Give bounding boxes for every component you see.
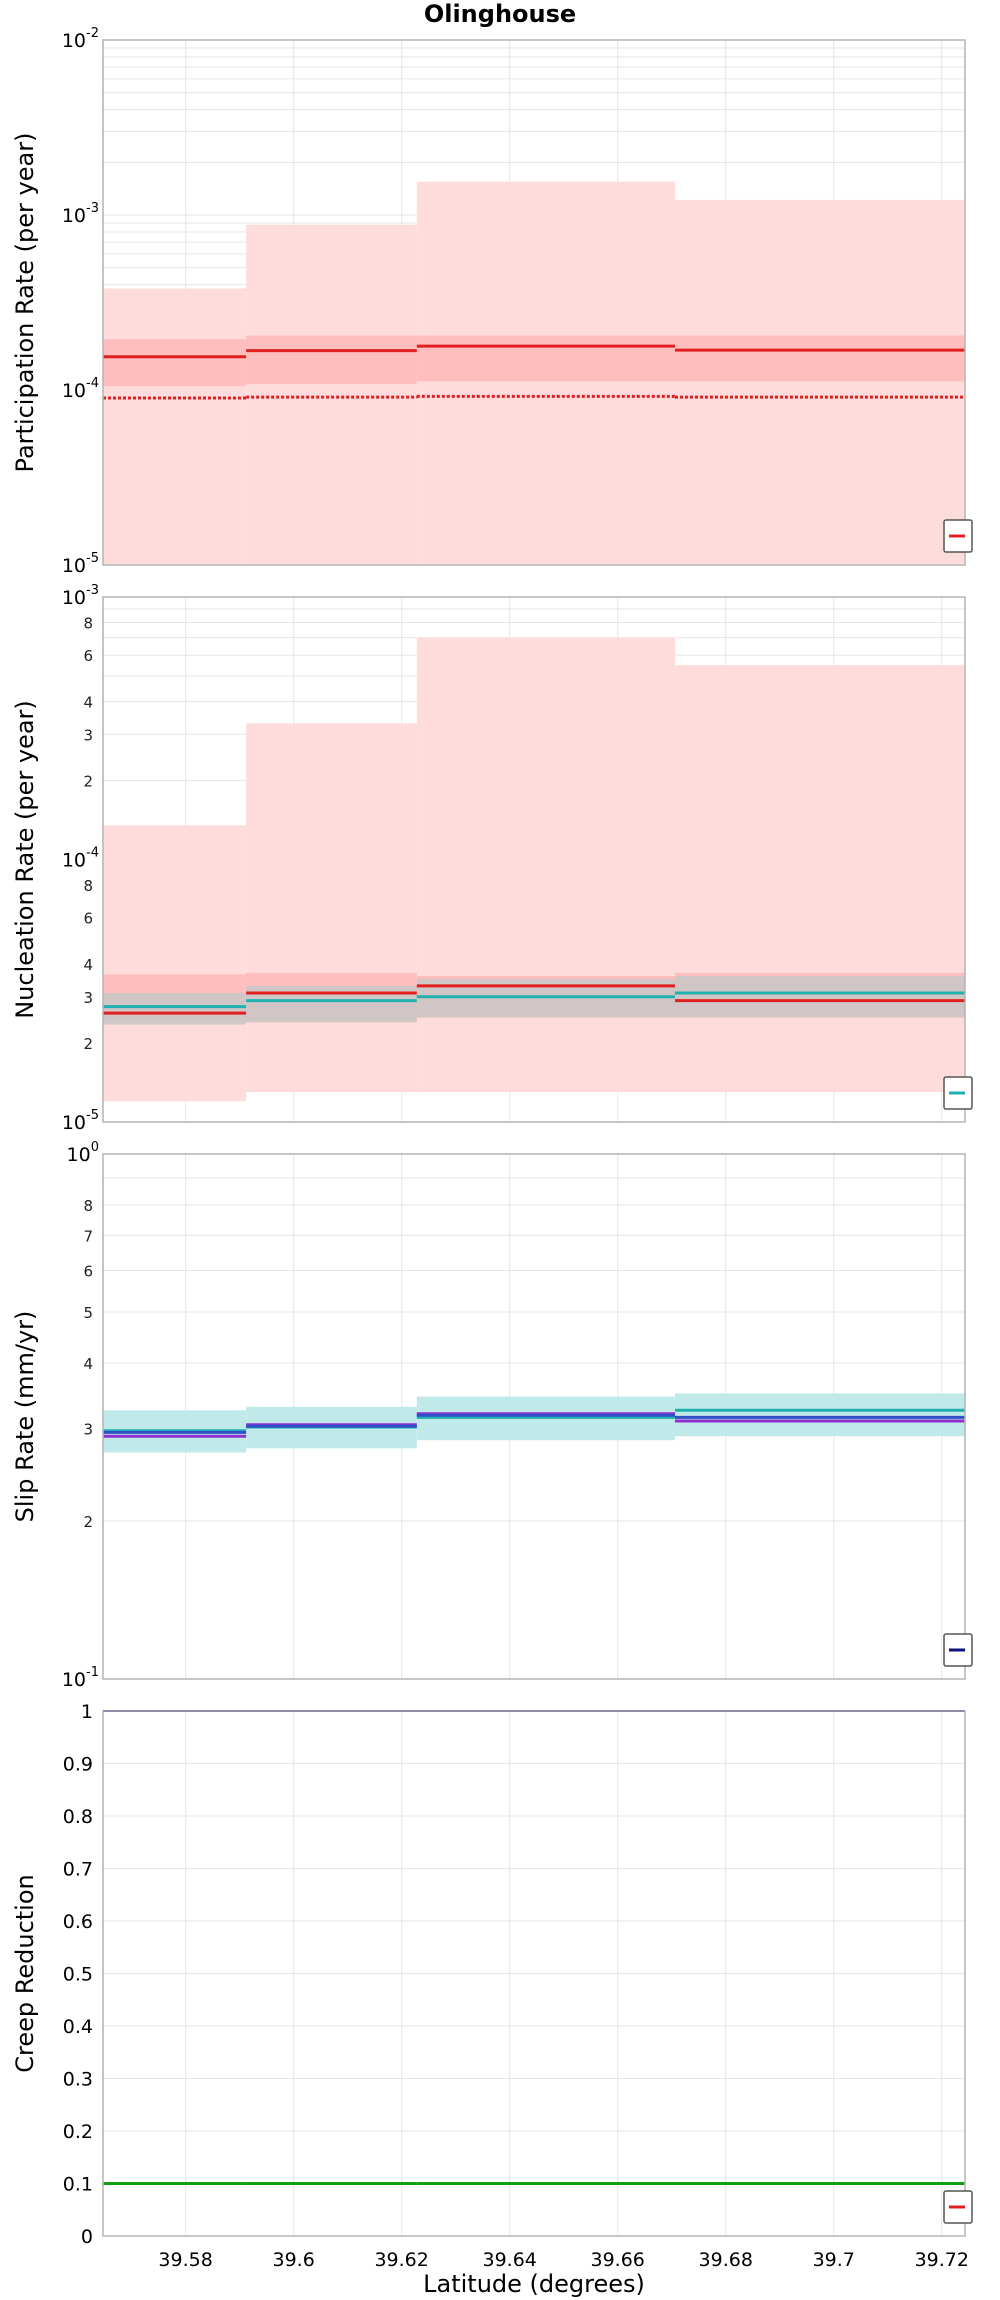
y-tick-exponent: -5	[86, 551, 99, 566]
y-tick-label: 100	[67, 1140, 99, 1166]
x-tick-label: 39.62	[374, 2249, 428, 2271]
y-axis-label: Participation Rate (per year)	[11, 133, 39, 473]
y-minor-tick-label: 4	[83, 956, 93, 974]
y-tick-label: 10-5	[62, 551, 99, 577]
y-tick-label: 0.2	[63, 2121, 93, 2143]
x-tick-label: 39.68	[699, 2249, 753, 2271]
y-minor-tick-label: 8	[83, 1197, 93, 1215]
uncertainty-band	[246, 723, 417, 1093]
x-tick-label: 39.58	[158, 2249, 212, 2271]
y-axis-label: Creep Reduction	[11, 1874, 39, 2072]
uncertainty-band	[246, 224, 417, 566]
y-minor-tick-label: 8	[83, 614, 93, 632]
y-minor-tick-label: 6	[83, 647, 93, 665]
legend	[943, 1633, 973, 1667]
y-tick-base: 10	[62, 30, 86, 52]
uncertainty-band	[103, 993, 247, 1025]
y-tick-label: 10-1	[62, 1665, 99, 1691]
plot-frame	[102, 1153, 966, 1680]
y-tick-exponent: -3	[86, 583, 99, 598]
y-tick-label: 0.5	[63, 1964, 93, 1986]
y-tick-base: 10	[67, 1144, 91, 1166]
y-tick-label: 0.4	[63, 2016, 93, 2038]
y-tick-label: 10-3	[62, 583, 99, 609]
uncertainty-band	[674, 199, 965, 565]
y-tick-label: 10-4	[62, 376, 99, 402]
y-tick-exponent: -4	[86, 376, 99, 391]
x-tick-label: 39.7	[813, 2249, 855, 2271]
y-tick-exponent: 0	[91, 1140, 99, 1155]
y-tick-exponent: -4	[86, 846, 99, 861]
uncertainty-band	[103, 339, 247, 387]
y-tick-base: 10	[62, 1112, 86, 1134]
uncertainty-band	[674, 975, 965, 1018]
y-minor-tick-label: 3	[83, 989, 93, 1007]
y-minor-tick-label: 3	[83, 726, 93, 744]
y-tick-label: 10-2	[62, 26, 99, 52]
y-minor-tick-label: 2	[83, 1513, 93, 1531]
figure-title: Olinghouse	[424, 0, 576, 28]
y-minor-tick-label: 7	[83, 1227, 93, 1245]
x-axis-label: Latitude (degrees)	[423, 2270, 645, 2298]
x-axis-ticks: 39.58 39.6 39.62 39.64 39.66 39.68 39.7 39.72	[158, 2249, 969, 2271]
y-tick-exponent: -3	[86, 201, 99, 216]
uncertainty-band	[674, 335, 965, 382]
uncertainty-band	[246, 335, 417, 385]
uncertainty-band	[674, 665, 965, 1093]
y-axis-label: Slip Rate (mm/yr)	[11, 1311, 39, 1523]
y-minor-tick-label: 2	[83, 772, 93, 790]
y-tick-label: 0.8	[63, 1806, 93, 1828]
panel-4: 0 0.1 0.2 0.3 0.4 0.5 0.6 0.7 0.8 0.9 1 Creep Reduc…	[11, 1701, 973, 2248]
legend	[943, 2190, 973, 2224]
plot-frame	[102, 1710, 966, 2237]
uncertainty-band	[416, 637, 675, 1093]
y-tick-label: 0.7	[63, 1859, 93, 1881]
plot-frame	[102, 39, 966, 566]
x-tick-label: 39.72	[915, 2249, 969, 2271]
y-tick-base: 10	[62, 850, 86, 872]
uncertainty-band	[103, 825, 247, 1102]
x-tick-label: 39.66	[591, 2249, 645, 2271]
uncertainty-band	[416, 335, 675, 382]
y-tick-label: 0.3	[63, 2069, 93, 2091]
uncertainty-band	[103, 288, 247, 565]
y-tick-label: 0.6	[63, 1911, 93, 1933]
y-tick-label: 0	[81, 2226, 93, 2248]
legend	[943, 519, 973, 553]
y-minor-tick-label: 6	[83, 1262, 93, 1280]
y-tick-label: 0.1	[63, 2174, 93, 2196]
y-tick-exponent: -1	[86, 1665, 99, 1680]
y-minor-tick-label: 4	[83, 1355, 93, 1373]
y-tick-base: 10	[62, 380, 86, 402]
x-tick-label: 39.64	[482, 2249, 536, 2271]
y-minor-tick-label: 8	[83, 877, 93, 895]
y-tick-exponent: -5	[86, 1108, 99, 1123]
y-minor-tick-label: 4	[83, 693, 93, 711]
y-tick-base: 10	[62, 587, 86, 609]
plot-frame	[102, 596, 966, 1123]
y-tick-base: 10	[62, 205, 86, 227]
y-minor-tick-label: 6	[83, 910, 93, 928]
y-tick-base: 10	[62, 555, 86, 577]
legend	[943, 1076, 973, 1110]
y-tick-base: 10	[62, 1669, 86, 1691]
uncertainty-band	[246, 985, 417, 1023]
x-tick-label: 39.6	[272, 2249, 314, 2271]
y-minor-tick-label: 2	[83, 1035, 93, 1053]
y-tick-label: 10-4	[62, 846, 99, 872]
y-minor-tick-label: 3	[83, 1421, 93, 1439]
y-tick-label: 10-5	[62, 1108, 99, 1134]
y-tick-label: 10-3	[62, 201, 99, 227]
y-tick-exponent: -2	[86, 26, 99, 41]
y-tick-label: 0.9	[63, 1754, 93, 1776]
uncertainty-band	[674, 1393, 965, 1437]
y-axis-label: Nucleation Rate (per year)	[11, 700, 39, 1019]
y-minor-tick-label: 5	[83, 1304, 93, 1322]
y-tick-label: 1	[81, 1701, 93, 1723]
